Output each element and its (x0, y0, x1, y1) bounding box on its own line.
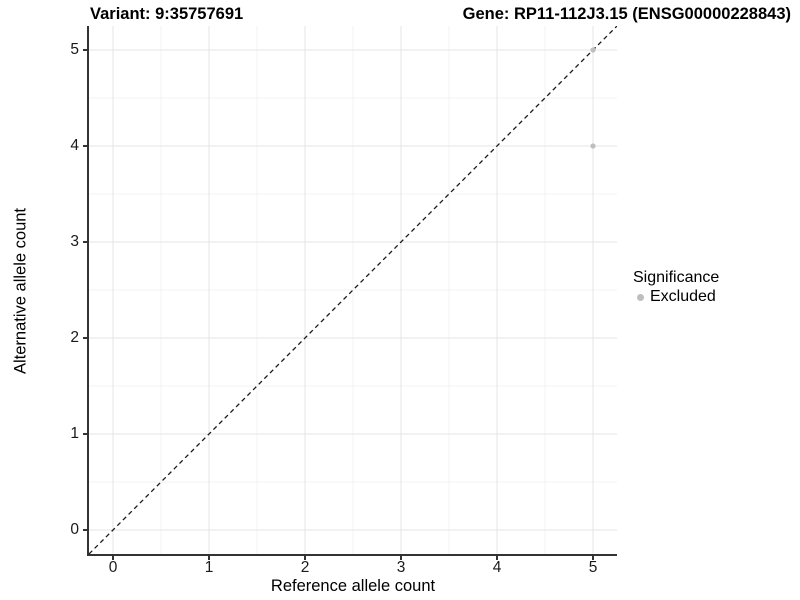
x-tick-mark (592, 556, 594, 560)
y-tick-mark (83, 529, 87, 531)
x-tick-label: 1 (204, 559, 214, 576)
x-tick-label: 2 (300, 559, 310, 576)
legend: Significance Excluded (633, 269, 719, 306)
y-tick-mark (83, 337, 87, 339)
legend-title: Significance (633, 269, 720, 286)
x-tick-label: 4 (492, 559, 502, 576)
y-tick-label: 5 (70, 41, 79, 58)
x-tick-mark (496, 556, 498, 560)
y-tick-label: 3 (70, 233, 79, 250)
x-tick-mark (304, 556, 306, 560)
y-tick-mark (83, 49, 87, 51)
x-tick-mark (208, 556, 210, 560)
identity-dashed-line (89, 26, 617, 554)
y-tick-mark (83, 433, 87, 435)
x-tick-label: 3 (396, 559, 406, 576)
y-tick-label: 0 (70, 521, 79, 538)
x-axis-title: Reference allele count (270, 577, 436, 595)
y-tick-label: 2 (70, 329, 79, 346)
x-tick-label: 5 (588, 559, 598, 576)
legend-point-icon (637, 293, 644, 301)
x-tick-label: 0 (108, 559, 118, 576)
variant-title: Variant: 9:35757691 (90, 5, 244, 23)
y-tick-label: 4 (70, 137, 79, 154)
x-tick-mark (112, 556, 114, 560)
y-tick-mark (83, 241, 87, 243)
data-point (590, 47, 596, 53)
chart-canvas (89, 26, 617, 554)
x-axis-line (87, 554, 617, 556)
y-tick-mark (83, 145, 87, 147)
y-tick-label: 1 (70, 425, 79, 442)
legend-entry-excluded: Excluded (633, 288, 719, 306)
y-axis-title: Alternative allele count (11, 207, 30, 375)
data-point (590, 143, 596, 149)
legend-entry-label: Excluded (650, 288, 716, 305)
y-axis-line (87, 26, 89, 556)
x-tick-mark (400, 556, 402, 560)
plot-panel (89, 26, 617, 554)
gene-title: Gene: RP11-112J3.15 (ENSG00000228843) (462, 5, 791, 23)
